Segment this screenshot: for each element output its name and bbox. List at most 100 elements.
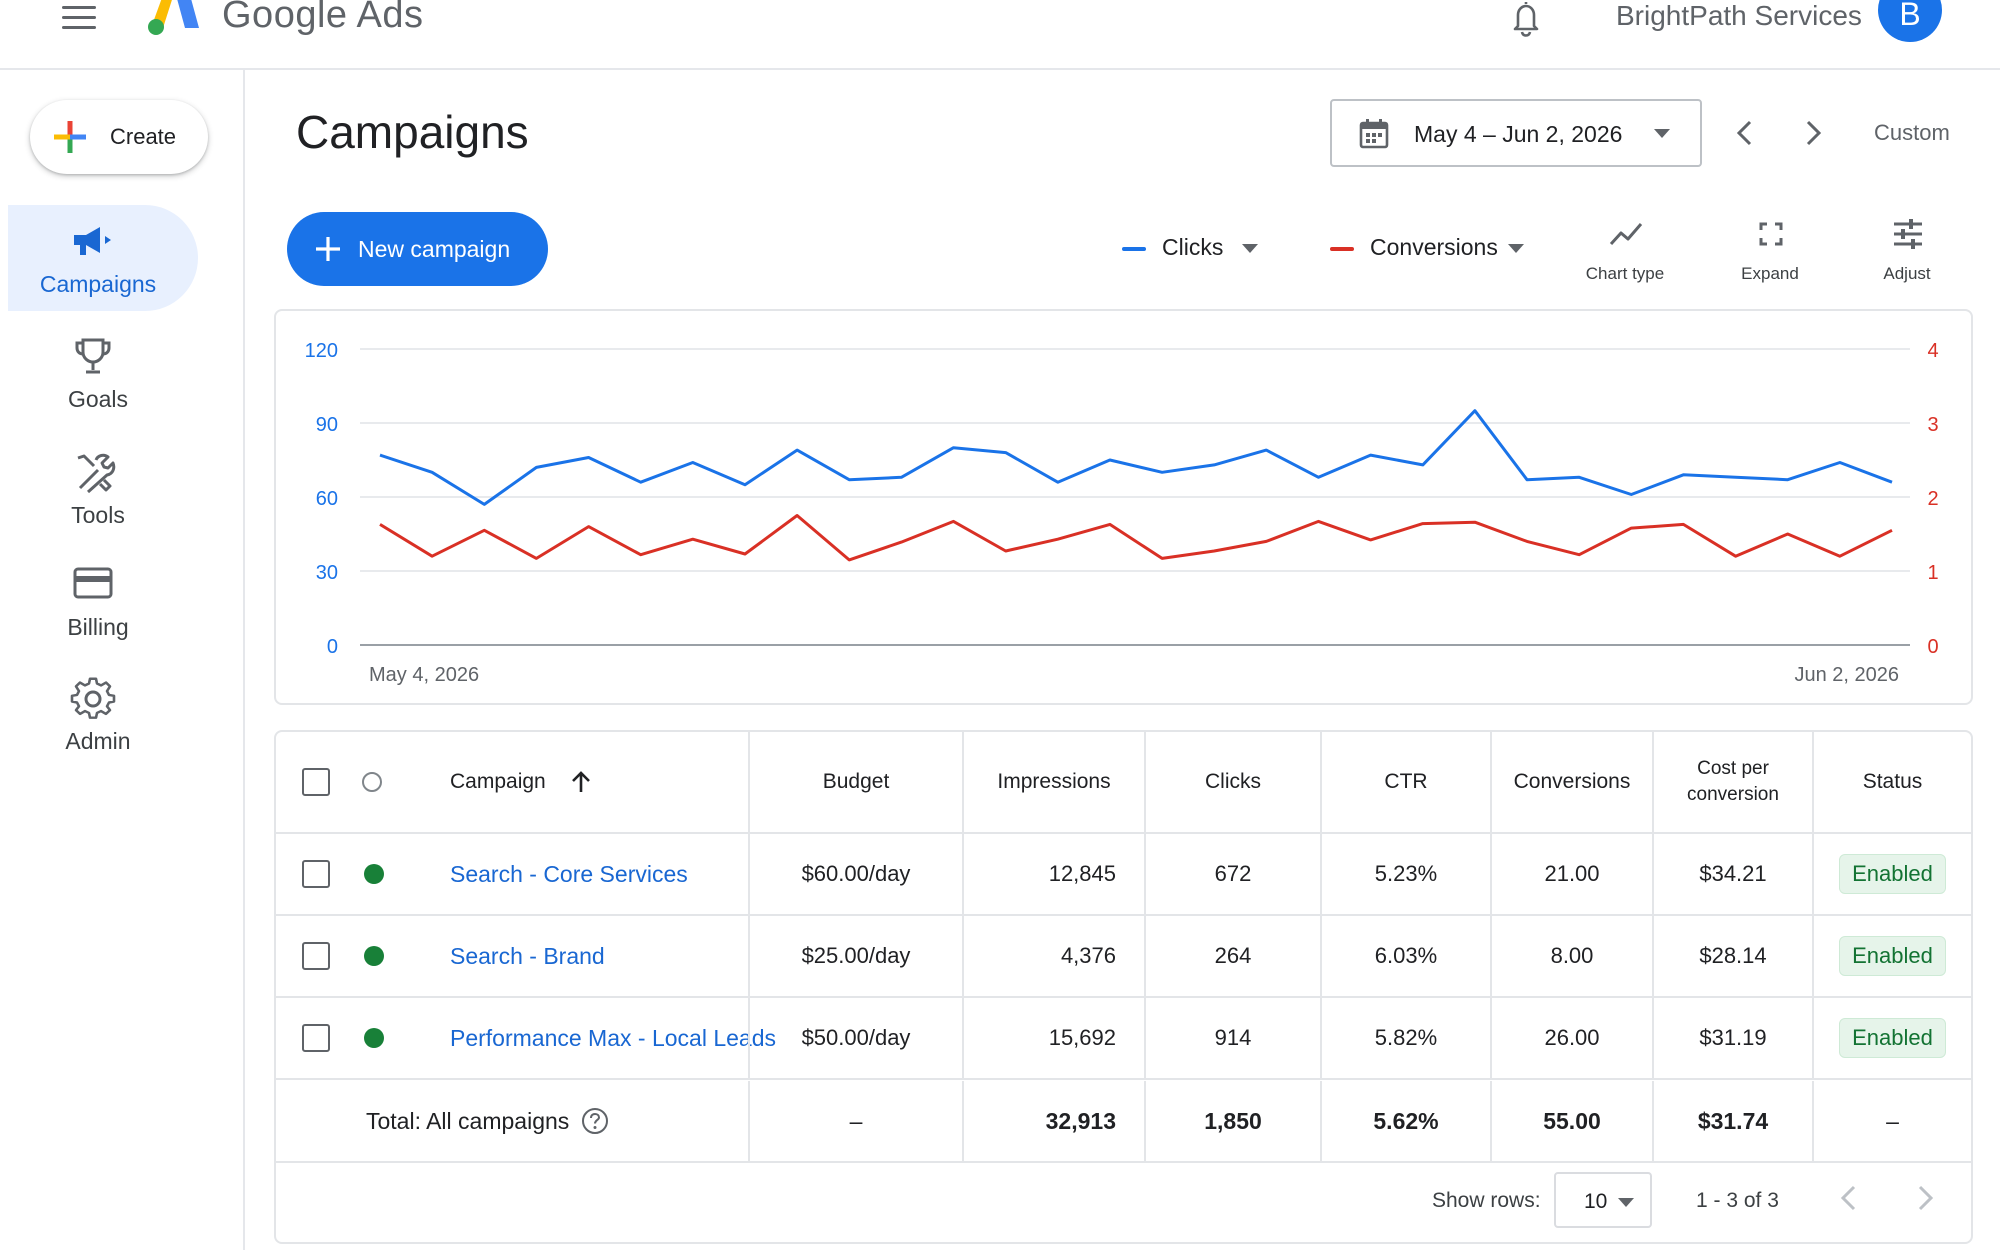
- previous-period-arrow-icon[interactable]: [1728, 114, 1762, 152]
- notifications-bell-icon[interactable]: [1508, 0, 1544, 38]
- next-page-icon[interactable]: [1910, 1180, 1940, 1216]
- campaign-name-cell: Search - Core Services: [450, 834, 746, 914]
- sidebar-item-label: Billing: [67, 614, 129, 640]
- metric-label: Conversions: [1370, 234, 1498, 260]
- expand-button[interactable]: Expand: [1715, 212, 1825, 292]
- sidebar: Create Campaigns Goals Tools Billing: [0, 70, 245, 1250]
- expand-label: Expand: [1741, 264, 1799, 283]
- row-status-dot-cell: [364, 998, 384, 1078]
- row-select-cell: [302, 916, 330, 996]
- row-checkbox[interactable]: [302, 1024, 330, 1052]
- status-cell: Enabled: [1812, 834, 1971, 914]
- date-range-label: May 4 – Jun 2, 2026: [1414, 121, 1623, 147]
- chart-type-button[interactable]: Chart type: [1570, 212, 1680, 292]
- google-ads-logo-icon: [148, 0, 199, 35]
- clicks-series-line: [379, 409, 1893, 506]
- page-title: Campaigns: [296, 106, 529, 158]
- x-axis-end-label: Jun 2, 2026: [1794, 664, 1899, 686]
- enabled-status-dot: [364, 1028, 384, 1048]
- header-line-2: conversion: [1687, 784, 1779, 805]
- conversions-cell: 8.00: [1490, 916, 1652, 996]
- sidebar-item-label: Tools: [71, 502, 125, 528]
- clicks-column-header[interactable]: Clicks: [1144, 732, 1320, 832]
- status-badge[interactable]: Enabled: [1839, 854, 1946, 894]
- conversions-series-line: [379, 514, 1893, 562]
- conversions-column-header[interactable]: Conversions: [1490, 732, 1652, 832]
- gear-icon: [70, 677, 116, 719]
- custom-range-label[interactable]: Custom: [1874, 120, 1950, 145]
- credit-card-icon: [73, 567, 113, 599]
- total-ctr: 5.62%: [1320, 1081, 1490, 1161]
- total-label-cell: Total: All campaigns: [366, 1081, 746, 1161]
- campaign-name-link[interactable]: Performance Max - Local Leads: [450, 1024, 776, 1051]
- sidebar-item-campaigns[interactable]: Campaigns: [8, 205, 198, 311]
- expand-icon: [1759, 222, 1783, 246]
- impressions-column-header[interactable]: Impressions: [962, 732, 1144, 832]
- menu-icon[interactable]: [62, 2, 96, 32]
- status-badge[interactable]: Enabled: [1839, 936, 1946, 976]
- performance-chart: 0 0 30 1 60 2 90 3 120 4 May 4, 2026 Jun 2, 2026: [274, 309, 1973, 705]
- clicks-cell: 672: [1144, 834, 1320, 914]
- megaphone-icon: [74, 227, 111, 255]
- adjust-label: Adjust: [1883, 264, 1931, 283]
- campaign-name-link[interactable]: Search - Core Services: [450, 860, 688, 887]
- impressions-cell: 4,376: [962, 916, 1144, 996]
- table-row: Performance Max - Local Leads $50.00/day 1…: [276, 998, 1971, 1080]
- total-label: Total: All campaigns: [366, 1107, 570, 1134]
- budget-cell: $50.00/day: [748, 998, 962, 1078]
- account-avatar[interactable]: B: [1878, 0, 1942, 42]
- left-axis-tick-label: 90: [316, 414, 338, 436]
- row-status-dot-cell: [364, 916, 384, 996]
- right-axis-tick-label: 4: [1927, 340, 1938, 362]
- row-checkbox[interactable]: [302, 942, 330, 970]
- adjust-button[interactable]: Adjust: [1852, 212, 1962, 292]
- metric-selector-conversions[interactable]: Conversions: [1330, 232, 1530, 268]
- status-dot-header-cell: [362, 732, 382, 832]
- create-button[interactable]: Create: [30, 100, 208, 174]
- select-all-cell: [302, 732, 330, 832]
- enabled-status-dot: [364, 946, 384, 966]
- top-bar: Google Ads BrightPath Services B: [0, 0, 2000, 70]
- clicks-cell: 914: [1144, 998, 1320, 1078]
- status-filter-icon[interactable]: [362, 772, 382, 792]
- help-icon[interactable]: [581, 1107, 609, 1135]
- total-status: –: [1812, 1081, 1971, 1161]
- right-axis-tick-label: 0: [1927, 636, 1938, 658]
- wrench-icon: [77, 453, 116, 494]
- sidebar-item-tools[interactable]: Tools: [8, 436, 198, 542]
- budget-cell: $60.00/day: [748, 834, 962, 914]
- date-range-picker[interactable]: May 4 – Jun 2, 2026: [1330, 99, 1702, 167]
- next-period-arrow-icon[interactable]: [1796, 114, 1830, 152]
- campaign-column-header[interactable]: Campaign: [450, 732, 750, 832]
- line-chart-icon: [1609, 223, 1643, 246]
- rows-per-page-select[interactable]: 10: [1554, 1172, 1652, 1228]
- account-name[interactable]: BrightPath Services: [1616, 0, 1862, 31]
- row-select-cell: [302, 834, 330, 914]
- new-campaign-button[interactable]: New campaign: [287, 212, 548, 286]
- header-line-1: Cost per: [1697, 758, 1769, 779]
- row-checkbox[interactable]: [302, 860, 330, 888]
- total-row: Total: All campaigns – 32,913 1,850 5.62…: [276, 1081, 1971, 1163]
- select-all-checkbox[interactable]: [302, 768, 330, 796]
- previous-page-icon[interactable]: [1834, 1180, 1864, 1216]
- sidebar-item-admin[interactable]: Admin: [8, 662, 198, 768]
- plus-icon: [316, 237, 340, 261]
- status-column-header[interactable]: Status: [1812, 732, 1971, 832]
- campaign-name-link[interactable]: Search - Brand: [450, 942, 605, 969]
- cost-per-conversion-cell: $34.21: [1652, 834, 1812, 914]
- metric-selector-clicks[interactable]: Clicks: [1122, 232, 1262, 268]
- metric-label: Clicks: [1162, 234, 1224, 260]
- status-cell: Enabled: [1812, 916, 1971, 996]
- ctr-cell: 5.23%: [1320, 834, 1490, 914]
- table-row: Search - Brand $25.00/day 4,376 264 6.03% 8.0…: [276, 916, 1971, 998]
- status-badge[interactable]: Enabled: [1839, 1018, 1946, 1058]
- ctr-column-header[interactable]: CTR: [1320, 732, 1490, 832]
- cost-per-conversion-cell: $28.14: [1652, 916, 1812, 996]
- cost-per-conversion-column-header[interactable]: Cost per conversion: [1652, 732, 1812, 832]
- sidebar-item-goals[interactable]: Goals: [8, 320, 198, 426]
- sidebar-item-billing[interactable]: Billing: [8, 548, 198, 654]
- budget-column-header[interactable]: Budget: [748, 732, 962, 832]
- clicks-color-swatch: [1122, 247, 1146, 251]
- clicks-cell: 264: [1144, 916, 1320, 996]
- status-cell: Enabled: [1812, 998, 1971, 1078]
